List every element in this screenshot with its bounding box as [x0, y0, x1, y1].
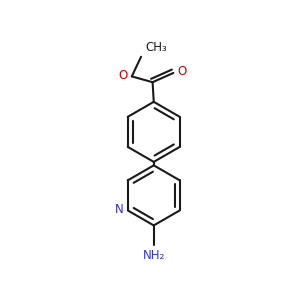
Text: O: O	[118, 69, 127, 82]
Text: O: O	[178, 65, 187, 78]
Text: CH₃: CH₃	[146, 41, 167, 55]
Text: N: N	[115, 203, 124, 216]
Text: NH₂: NH₂	[142, 248, 165, 262]
